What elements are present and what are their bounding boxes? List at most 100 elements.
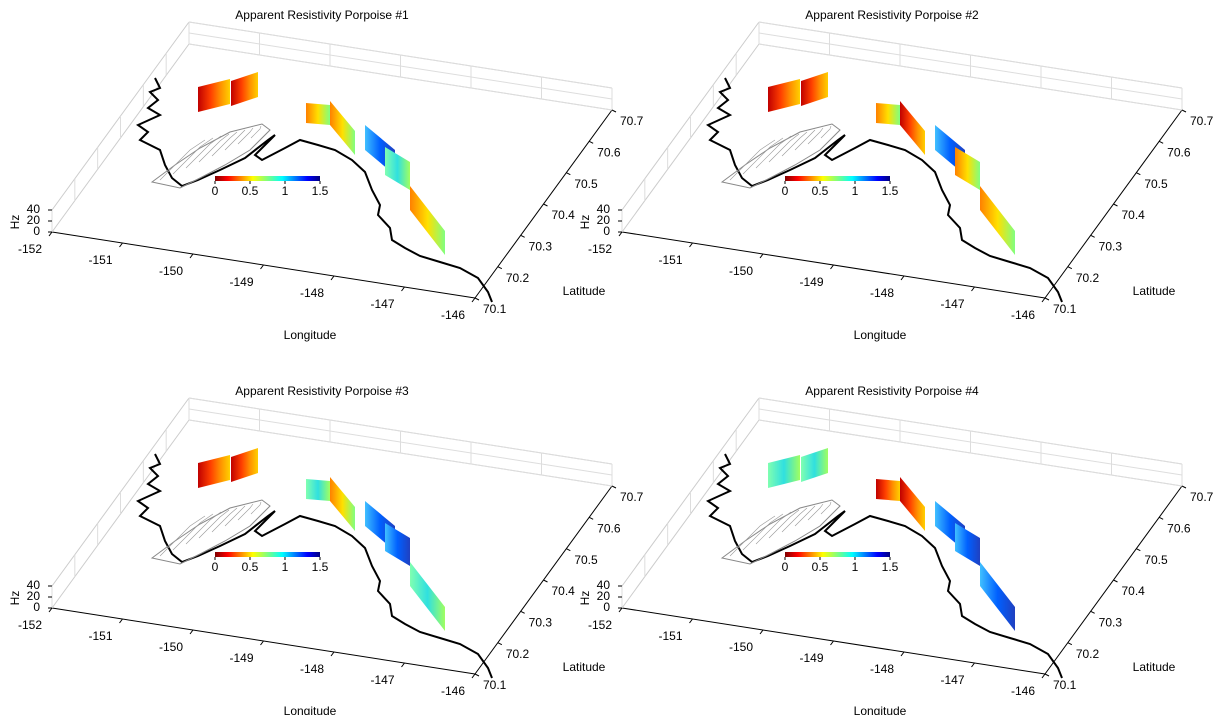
y-tick-label: 70.1 bbox=[483, 302, 507, 316]
y-tick bbox=[475, 298, 479, 300]
x-tick-label: -152 bbox=[18, 242, 42, 256]
x-tick bbox=[760, 630, 763, 634]
contour bbox=[199, 510, 229, 538]
z-axis-label: Hz bbox=[578, 215, 592, 230]
x-tick-label: -150 bbox=[729, 640, 753, 654]
x-tick bbox=[690, 619, 693, 623]
x-tick bbox=[901, 276, 904, 280]
colorbar-tick-label: 0 bbox=[782, 560, 789, 574]
x-tick-label: -149 bbox=[799, 275, 823, 289]
colorbar-tick-label: 0.5 bbox=[242, 184, 259, 198]
x-tick-label: -150 bbox=[729, 264, 753, 278]
contour bbox=[769, 134, 799, 162]
y-tick bbox=[498, 643, 502, 645]
y-tick-label: 70.2 bbox=[506, 271, 530, 285]
contour bbox=[808, 504, 823, 520]
y-tick-label: 70.3 bbox=[1099, 240, 1123, 254]
x-tick bbox=[831, 265, 834, 269]
y-tick-label: 70.6 bbox=[597, 522, 621, 536]
x-tick bbox=[120, 619, 123, 623]
curtain bbox=[768, 455, 800, 488]
contour bbox=[782, 132, 807, 156]
x-tick-label: -152 bbox=[18, 618, 42, 632]
x-tick-label: -147 bbox=[940, 673, 964, 687]
curtain bbox=[330, 101, 355, 155]
colorbar-tick-label: 0.5 bbox=[812, 184, 829, 198]
y-tick bbox=[1114, 580, 1118, 582]
y-tick bbox=[566, 173, 570, 175]
contour bbox=[808, 128, 823, 144]
x-tick-label: -151 bbox=[658, 629, 682, 643]
curtain bbox=[306, 479, 330, 501]
y-tick-label: 70.4 bbox=[1122, 584, 1146, 598]
x-tick bbox=[190, 254, 193, 258]
x-tick-label: -147 bbox=[370, 673, 394, 687]
x-tick bbox=[1042, 674, 1045, 678]
curtain bbox=[198, 455, 230, 488]
y-tick bbox=[544, 204, 548, 206]
x-tick-label: -149 bbox=[229, 275, 253, 289]
curtain bbox=[876, 479, 900, 501]
y-tick bbox=[566, 549, 570, 551]
x-tick bbox=[331, 652, 334, 656]
x-tick bbox=[120, 243, 123, 247]
curtain bbox=[980, 562, 1015, 631]
colorbar-tick-label: 0 bbox=[212, 184, 219, 198]
colorbar-tick-label: 1 bbox=[852, 560, 859, 574]
colorbar-tick-label: 1.5 bbox=[882, 560, 899, 574]
x-tick-label: -148 bbox=[300, 286, 324, 300]
curtain bbox=[410, 562, 445, 631]
contour bbox=[251, 126, 261, 138]
x-tick-label: -148 bbox=[870, 662, 894, 676]
y-tick bbox=[1159, 517, 1163, 519]
colorbar-tick-label: 1.5 bbox=[312, 184, 329, 198]
x-axis-label: Longitude bbox=[284, 328, 337, 342]
curtain bbox=[231, 72, 258, 106]
x-axis-label: Longitude bbox=[284, 704, 337, 715]
x-tick-label: -149 bbox=[799, 651, 823, 665]
y-tick bbox=[1182, 486, 1186, 488]
x-tick-label: -151 bbox=[658, 253, 682, 267]
y-tick bbox=[521, 235, 525, 237]
y-tick-label: 70.5 bbox=[1144, 177, 1168, 191]
y-tick-label: 70.5 bbox=[1144, 553, 1168, 567]
colorbar-tick-label: 1 bbox=[282, 560, 289, 574]
curtain bbox=[876, 103, 900, 125]
y-tick-label: 70.6 bbox=[1167, 522, 1191, 536]
y-tick-label: 70.6 bbox=[1167, 146, 1191, 160]
y-axis-label: Latitude bbox=[563, 284, 606, 298]
colorbar-tick-label: 1.5 bbox=[882, 184, 899, 198]
x-tick bbox=[261, 265, 264, 269]
curtain bbox=[768, 79, 800, 112]
curtain bbox=[900, 477, 925, 531]
x-tick bbox=[331, 276, 334, 280]
colorbar bbox=[785, 552, 890, 557]
z-tick-label: 40 bbox=[27, 578, 41, 592]
y-tick bbox=[589, 517, 593, 519]
y-tick bbox=[1091, 235, 1095, 237]
contour bbox=[238, 504, 253, 520]
contour bbox=[743, 138, 783, 174]
colorbar-tick-label: 0.5 bbox=[812, 560, 829, 574]
y-tick-label: 70.1 bbox=[483, 678, 507, 692]
colorbar-tick-label: 1 bbox=[282, 184, 289, 198]
contour bbox=[173, 138, 213, 174]
z-axis-label: Hz bbox=[8, 215, 22, 230]
z-axis-label: Hz bbox=[578, 591, 592, 606]
y-tick bbox=[1091, 611, 1095, 613]
y-tick-label: 70.7 bbox=[620, 490, 644, 504]
x-tick bbox=[972, 663, 975, 667]
y-tick-label: 70.2 bbox=[1076, 271, 1100, 285]
x-tick-label: -150 bbox=[159, 264, 183, 278]
y-tick-label: 70.4 bbox=[552, 208, 576, 222]
y-tick-label: 70.2 bbox=[1076, 647, 1100, 661]
y-tick-label: 70.4 bbox=[552, 584, 576, 598]
chart-title: Apparent Resistivity Porpoise #4 bbox=[805, 384, 979, 398]
x-tick bbox=[402, 663, 405, 667]
x-tick bbox=[760, 254, 763, 258]
x-tick-label: -152 bbox=[588, 618, 612, 632]
x-tick bbox=[190, 630, 193, 634]
